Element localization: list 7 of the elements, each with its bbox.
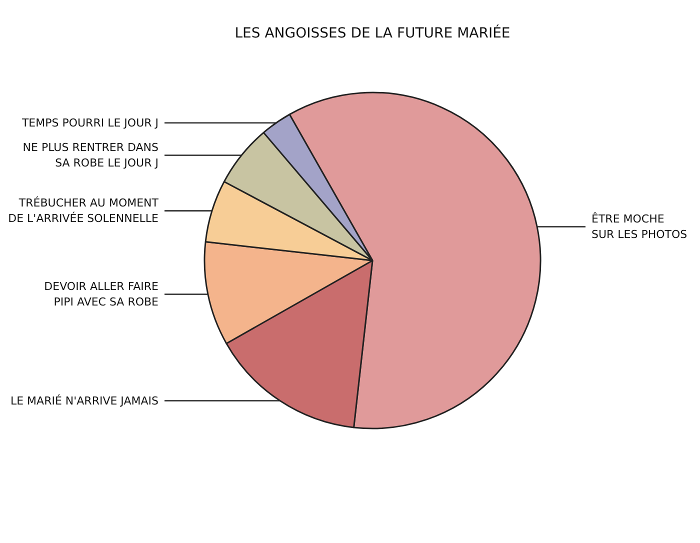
slice-label: LE MARIÉ N'ARRIVE JAMAIS (10, 393, 159, 408)
slice-label: NE PLUS RENTRER DANS SA ROBE LE JOUR J (22, 140, 159, 170)
slice-label: DEVOIR ALLER FAIRE PIPI AVEC SA ROBE (44, 280, 159, 309)
slice-label: TEMPS POURRI LE JOUR J (20, 116, 159, 130)
chart-title: LES ANGOISSES DE LA FUTURE MARIÉE (234, 24, 510, 42)
slice-label: ÊTRE MOCHE SUR LES PHOTOS (592, 211, 688, 242)
slice-label: TRÉBUCHER AU MOMENT DE L'ARRIVÉE SOLENNELLE (8, 196, 159, 226)
